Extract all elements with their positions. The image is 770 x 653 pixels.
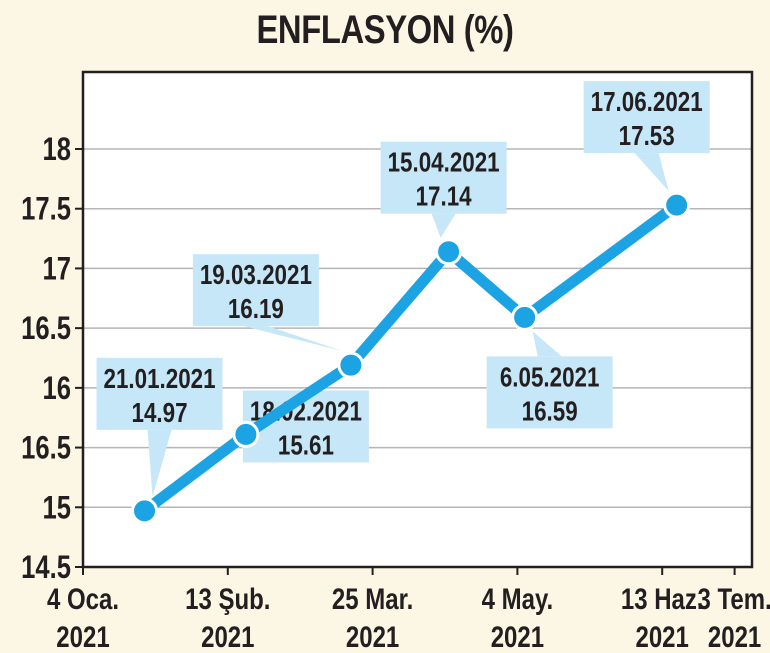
callout-box	[486, 356, 613, 429]
series-line	[141, 200, 680, 516]
data-point	[232, 420, 260, 448]
callout-date: 15.04.2021	[388, 147, 500, 178]
y-tick-label: 17.5	[21, 192, 71, 227]
callout-pointer	[431, 213, 456, 238]
callout-pointer	[147, 429, 172, 497]
y-tick-label: 15	[43, 491, 71, 526]
x-tick-label: 2021	[346, 619, 399, 653]
callout-value: 17.53	[619, 121, 675, 152]
callout-value: 16.19	[228, 294, 284, 325]
x-tick-label: 2021	[56, 619, 109, 653]
plot-border	[81, 70, 754, 569]
callout-pointer	[532, 331, 562, 357]
y-tick-label: 16.5	[21, 431, 71, 466]
data-point	[337, 351, 365, 379]
y-tick-label: 17	[43, 252, 71, 287]
y-tick-label: 16.5	[21, 312, 71, 347]
callout-pointer	[634, 153, 669, 192]
callout-value: 14.97	[132, 398, 188, 429]
data-point	[435, 238, 463, 266]
y-tick-label: 18	[43, 132, 71, 167]
x-tick-label: 2021	[201, 619, 254, 653]
callout-value: 17.14	[416, 181, 472, 212]
x-tick-label: 13 Haz.	[621, 581, 704, 615]
x-tick-label: 2021	[708, 619, 761, 653]
x-tick-label: 2021	[491, 619, 544, 653]
data-point	[511, 303, 539, 331]
x-tick-label: 2021	[636, 619, 689, 653]
data-point	[663, 191, 691, 219]
callout-box	[192, 254, 319, 327]
callout-box	[583, 81, 710, 154]
data-point	[131, 497, 159, 525]
callout-value: 16.59	[522, 396, 578, 427]
callout-box	[380, 141, 507, 214]
callout-date: 6.05.2021	[500, 362, 600, 393]
callout-date: 19.03.2021	[200, 260, 312, 291]
callout-date: 17.06.2021	[591, 87, 703, 118]
x-tick-label: 3 Tem.	[697, 581, 770, 615]
callout-date: 21.01.2021	[104, 364, 216, 395]
y-tick-label: 14.5	[21, 550, 71, 585]
x-tick-label: 25 Mar.	[332, 581, 413, 615]
x-tick-label: 4 May.	[482, 581, 554, 615]
chart-title: ENFLASYON (%)	[256, 8, 514, 52]
y-tick-label: 16	[43, 371, 71, 406]
callout-box	[96, 357, 223, 430]
callout-pointer	[243, 326, 343, 352]
x-tick-label: 13 Şub.	[185, 581, 270, 615]
callout-value: 15.61	[278, 430, 334, 461]
x-tick-label: 4 Oca.	[47, 581, 119, 615]
